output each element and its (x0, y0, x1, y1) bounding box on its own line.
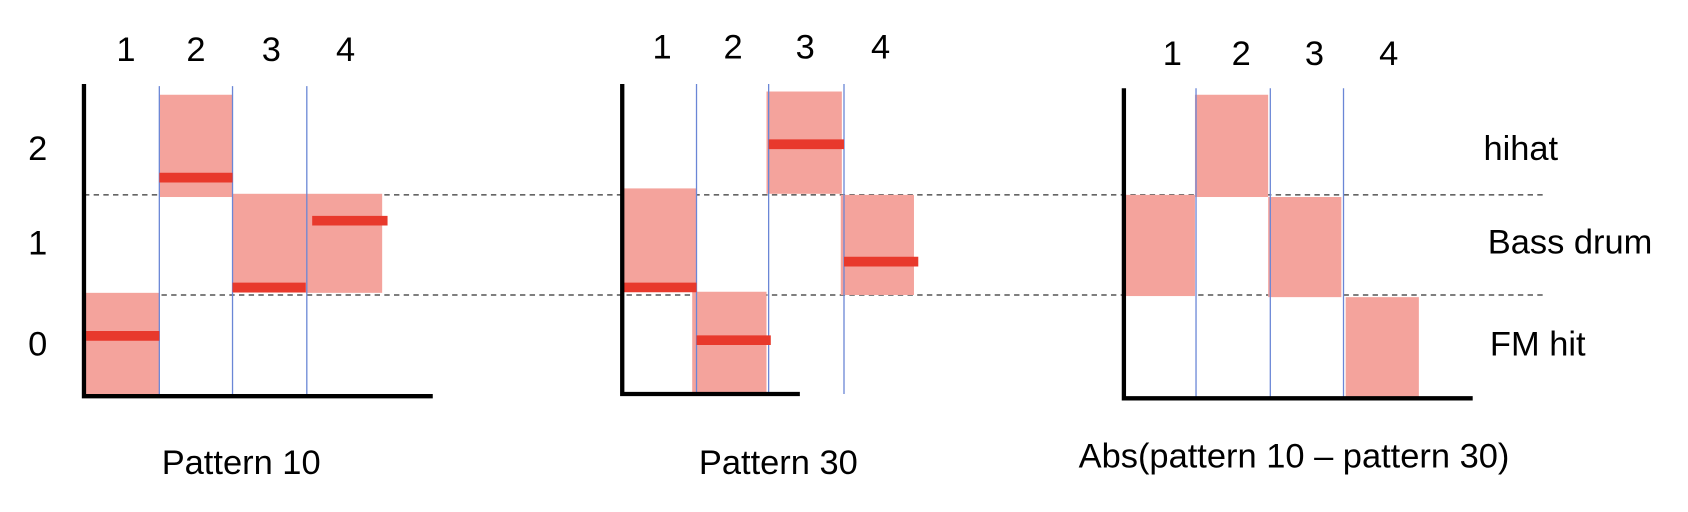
cell (1345, 297, 1419, 399)
cell (83, 292, 160, 397)
column-label: 1 (1163, 35, 1182, 73)
column-label: 4 (1379, 35, 1398, 73)
row-name: FM hit (1490, 326, 1586, 364)
column-label: 2 (186, 31, 205, 69)
axes (1121, 88, 1473, 401)
panel-2: 1 2 3 4 Pattern 30 (620, 29, 919, 482)
column-label: 4 (871, 29, 890, 67)
panel-title: Pattern 30 (699, 444, 858, 482)
column-label: 2 (724, 29, 743, 67)
axes (81, 83, 433, 399)
row-label: 2 (28, 130, 47, 168)
column-label: 1 (116, 31, 135, 69)
cell (1268, 197, 1342, 298)
row-name: Bass drum (1488, 223, 1653, 261)
axes (620, 83, 800, 397)
row-name: hihat (1483, 130, 1558, 168)
cell (622, 188, 697, 291)
panel-title: Pattern 10 (162, 444, 321, 482)
cell (1123, 194, 1195, 297)
panel-1: 1 2 3 4 Pattern 10 (81, 31, 433, 482)
row-label: 1 (28, 225, 47, 263)
column-label: 1 (652, 29, 671, 67)
column-label: 3 (262, 31, 281, 69)
cell (1194, 94, 1269, 198)
cell (232, 193, 307, 293)
cell (306, 193, 383, 293)
cell (840, 194, 914, 295)
row-label: 0 (28, 326, 47, 364)
column-label: 2 (1232, 35, 1251, 73)
panel-3: 1 2 3 4 Abs(pattern 10 – pattern 30) (1079, 35, 1510, 476)
panel-title: Abs(pattern 10 – pattern 30) (1079, 438, 1510, 476)
column-label: 3 (1305, 35, 1324, 73)
column-label: 4 (336, 31, 355, 69)
column-label: 3 (796, 29, 815, 67)
